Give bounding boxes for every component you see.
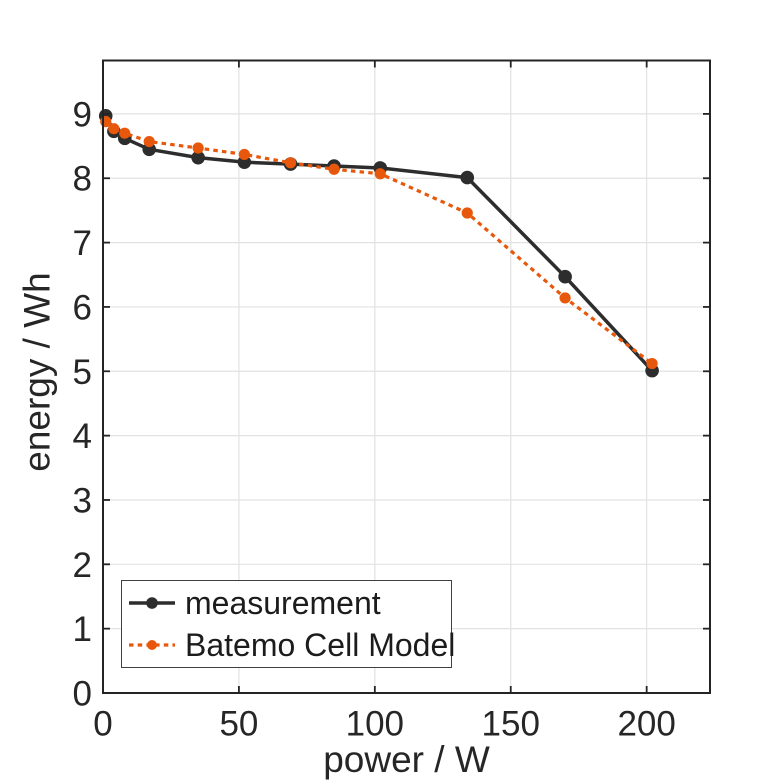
svg-text:4: 4 [73,417,92,456]
y-tick-labels: 0 1 2 3 4 5 6 7 8 9 [73,95,92,713]
data-point-marker [328,163,340,175]
svg-text:2: 2 [73,546,92,585]
svg-text:150: 150 [482,705,540,744]
svg-text:9: 9 [73,95,92,134]
data-point-marker [238,148,250,161]
legend-item: measurement [122,582,451,624]
svg-text:200: 200 [617,705,675,744]
data-point-marker [558,269,572,284]
data-point-marker [192,142,204,154]
data-point-marker [461,207,473,219]
grid-lines [103,60,710,693]
y-axis-label: energy / Wh [16,272,58,472]
data-point-marker [119,127,131,139]
legend-marker [147,640,157,650]
tick-marks [102,60,710,694]
x-axis-label: power / W [323,739,490,780]
legend-item: Batemo Cell Model [122,624,455,666]
data-point-marker [284,157,297,169]
svg-text:8: 8 [73,160,92,199]
axes-box [102,59,711,694]
legend-item-label: measurement [185,584,381,621]
svg-text:1: 1 [73,610,92,649]
data-point-marker [108,123,120,135]
legend-item-label: Batemo Cell Model [185,626,456,663]
svg-text:50: 50 [219,705,258,744]
x-tick-labels: 0 50 100 150 200 [93,705,676,744]
data-point-marker [191,150,205,165]
svg-text:5: 5 [73,353,92,392]
data-point-marker [559,292,571,304]
legend: measurement Batemo Cell Model [121,580,455,668]
legend-marker [146,597,158,609]
svg-text:0: 0 [93,705,112,744]
data-point-marker [143,135,155,148]
data-point-marker [460,170,475,185]
legend-line-sample [129,597,175,609]
svg-text:0: 0 [73,675,92,714]
data-point-marker [646,357,658,370]
svg-text:3: 3 [73,481,92,520]
data-point-marker [374,168,386,180]
svg-text:100: 100 [346,705,404,744]
legend-line-sample [129,640,175,650]
svg-text:7: 7 [73,224,92,263]
svg-text:6: 6 [73,288,92,327]
